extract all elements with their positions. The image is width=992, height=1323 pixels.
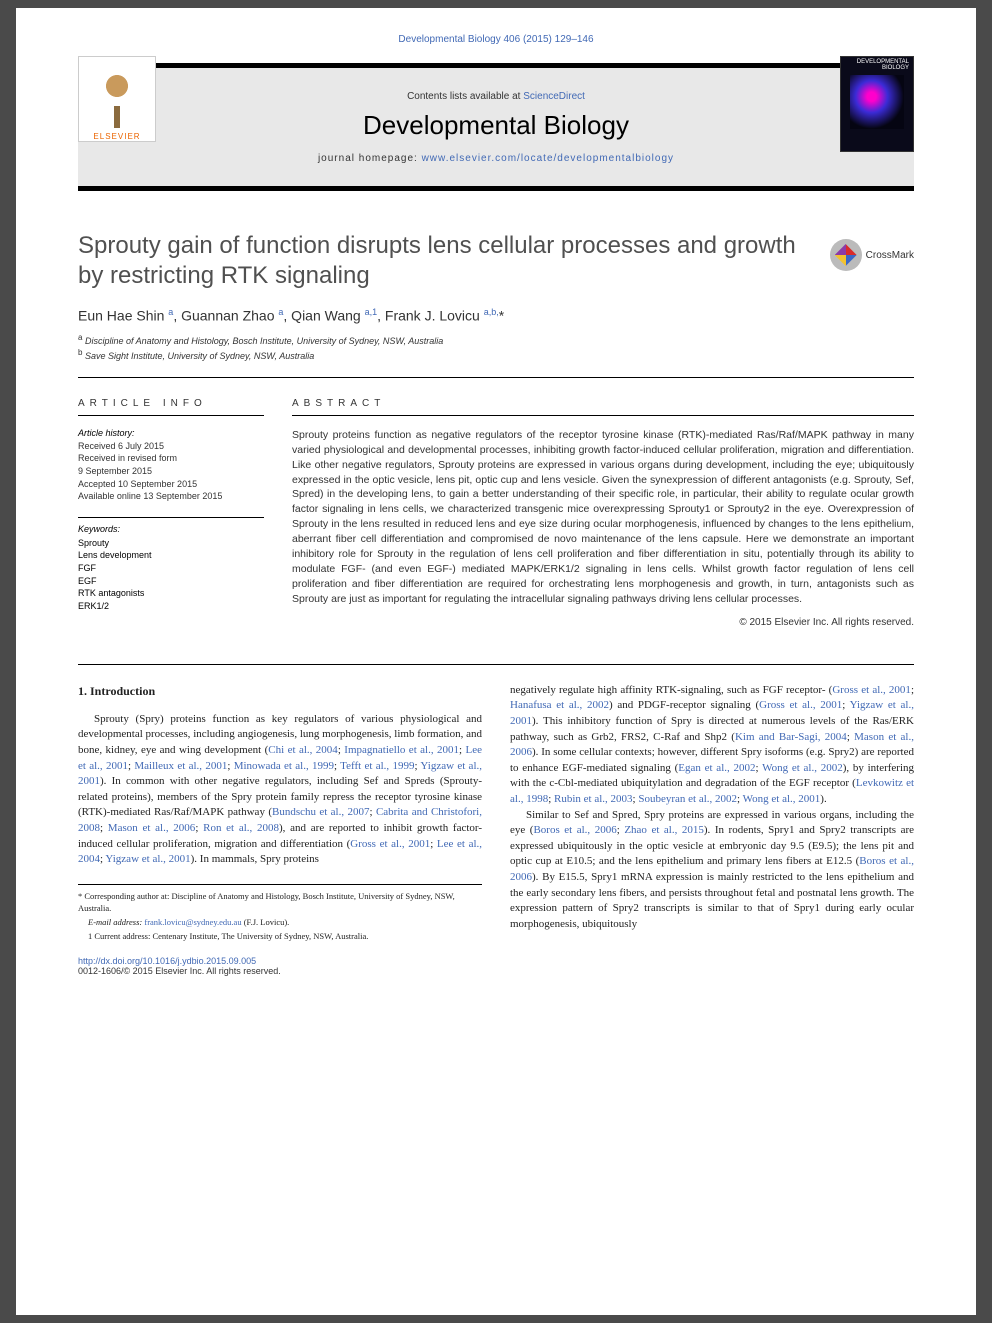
footnote-email: E-mail address: frank.lovicu@sydney.edu.… xyxy=(78,917,482,929)
history-received: Received 6 July 2015 xyxy=(78,440,264,453)
history-revised-1: Received in revised form xyxy=(78,452,264,465)
history-online: Available online 13 September 2015 xyxy=(78,490,264,503)
journal-cover-thumbnail[interactable]: DEVELOPMENTAL BIOLOGY xyxy=(840,56,914,152)
keyword-2: FGF xyxy=(78,562,264,575)
footnote-current-address: 1 Current address: Centenary Institute, … xyxy=(78,931,482,943)
abstract-heading: abstract xyxy=(292,398,914,416)
email-suffix: (F.J. Lovicu). xyxy=(242,917,290,927)
article-info-column: article info Article history: Received 6… xyxy=(78,398,264,628)
journal-header: ELSEVIER Contents lists available at Sci… xyxy=(78,63,914,191)
contents-prefix: Contents lists available at xyxy=(407,91,523,102)
keyword-5: ERK1/2 xyxy=(78,600,264,613)
authors-line: Eun Hae Shin a, Guannan Zhao a, Qian Wan… xyxy=(78,307,914,324)
right-para-2: Similar to Sef and Spred, Spry proteins … xyxy=(510,808,914,933)
footnote-corresponding: * Corresponding author at: Discipline of… xyxy=(78,891,482,915)
journal-name: Developmental Biology xyxy=(168,110,824,141)
elsevier-logo[interactable]: ELSEVIER xyxy=(78,56,156,142)
article-title: Sprouty gain of function disrupts lens c… xyxy=(78,231,914,291)
crossmark-badge[interactable]: CrossMark xyxy=(830,239,914,271)
keyword-0: Sprouty xyxy=(78,537,264,550)
crossmark-label: CrossMark xyxy=(866,250,914,261)
cover-label: DEVELOPMENTAL BIOLOGY xyxy=(841,59,909,71)
sciencedirect-link[interactable]: ScienceDirect xyxy=(523,91,585,102)
keyword-1: Lens development xyxy=(78,549,264,562)
affiliation-a: a Discipline of Anatomy and Histology, B… xyxy=(78,332,914,348)
intro-heading: 1. Introduction xyxy=(78,683,482,700)
homepage-line: journal homepage: www.elsevier.com/locat… xyxy=(168,153,824,164)
homepage-link[interactable]: www.elsevier.com/locate/developmentalbio… xyxy=(422,153,674,164)
affiliations: a Discipline of Anatomy and Histology, B… xyxy=(78,332,914,363)
divider-1 xyxy=(78,377,914,378)
crossmark-circle-icon xyxy=(830,239,862,271)
abstract-copyright: © 2015 Elsevier Inc. All rights reserved… xyxy=(292,617,914,628)
elsevier-tree-icon xyxy=(92,72,142,128)
contents-line: Contents lists available at ScienceDirec… xyxy=(168,91,824,102)
body-columns: 1. Introduction Sprouty (Spry) proteins … xyxy=(78,664,914,945)
footnotes: * Corresponding author at: Discipline of… xyxy=(78,884,482,943)
abstract-column: abstract Sprouty proteins function as ne… xyxy=(292,398,914,628)
history-accepted: Accepted 10 September 2015 xyxy=(78,478,264,491)
keyword-4: RTK antagonists xyxy=(78,587,264,600)
header-body: ELSEVIER Contents lists available at Sci… xyxy=(78,68,914,186)
abstract-text: Sprouty proteins function as negative re… xyxy=(292,428,914,607)
header-center: Contents lists available at ScienceDirec… xyxy=(78,91,914,164)
email-link[interactable]: frank.lovicu@sydney.edu.au xyxy=(144,917,241,927)
history-label: Article history: xyxy=(78,428,264,438)
issn-line: 0012-1606/© 2015 Elsevier Inc. All right… xyxy=(78,966,281,976)
cover-image-icon xyxy=(850,75,904,129)
running-head-link[interactable]: Developmental Biology 406 (2015) 129–146 xyxy=(398,34,593,45)
crossmark-diamond-icon xyxy=(835,244,857,266)
doi-link[interactable]: http://dx.doi.org/10.1016/j.ydbio.2015.0… xyxy=(78,956,256,966)
title-block: Sprouty gain of function disrupts lens c… xyxy=(78,231,914,291)
affiliation-b: b Save Sight Institute, University of Sy… xyxy=(78,347,914,363)
left-para-1: Sprouty (Spry) proteins function as key … xyxy=(78,712,482,868)
keywords-label: Keywords: xyxy=(78,517,264,534)
keyword-3: EGF xyxy=(78,575,264,588)
header-rule-bottom xyxy=(78,186,914,191)
right-para-1: negatively regulate high affinity RTK-si… xyxy=(510,683,914,808)
page: Developmental Biology 406 (2015) 129–146… xyxy=(16,8,976,1315)
right-column: negatively regulate high affinity RTK-si… xyxy=(510,683,914,945)
email-label: E-mail address: xyxy=(88,917,144,927)
homepage-prefix: journal homepage: xyxy=(318,153,422,164)
left-column: 1. Introduction Sprouty (Spry) proteins … xyxy=(78,683,482,945)
info-heading: article info xyxy=(78,398,264,416)
elsevier-label: ELSEVIER xyxy=(93,132,140,141)
history-revised-2: 9 September 2015 xyxy=(78,465,264,478)
running-head: Developmental Biology 406 (2015) 129–146 xyxy=(16,8,976,45)
info-abstract-row: article info Article history: Received 6… xyxy=(78,398,914,628)
doi-block: http://dx.doi.org/10.1016/j.ydbio.2015.0… xyxy=(78,956,914,976)
